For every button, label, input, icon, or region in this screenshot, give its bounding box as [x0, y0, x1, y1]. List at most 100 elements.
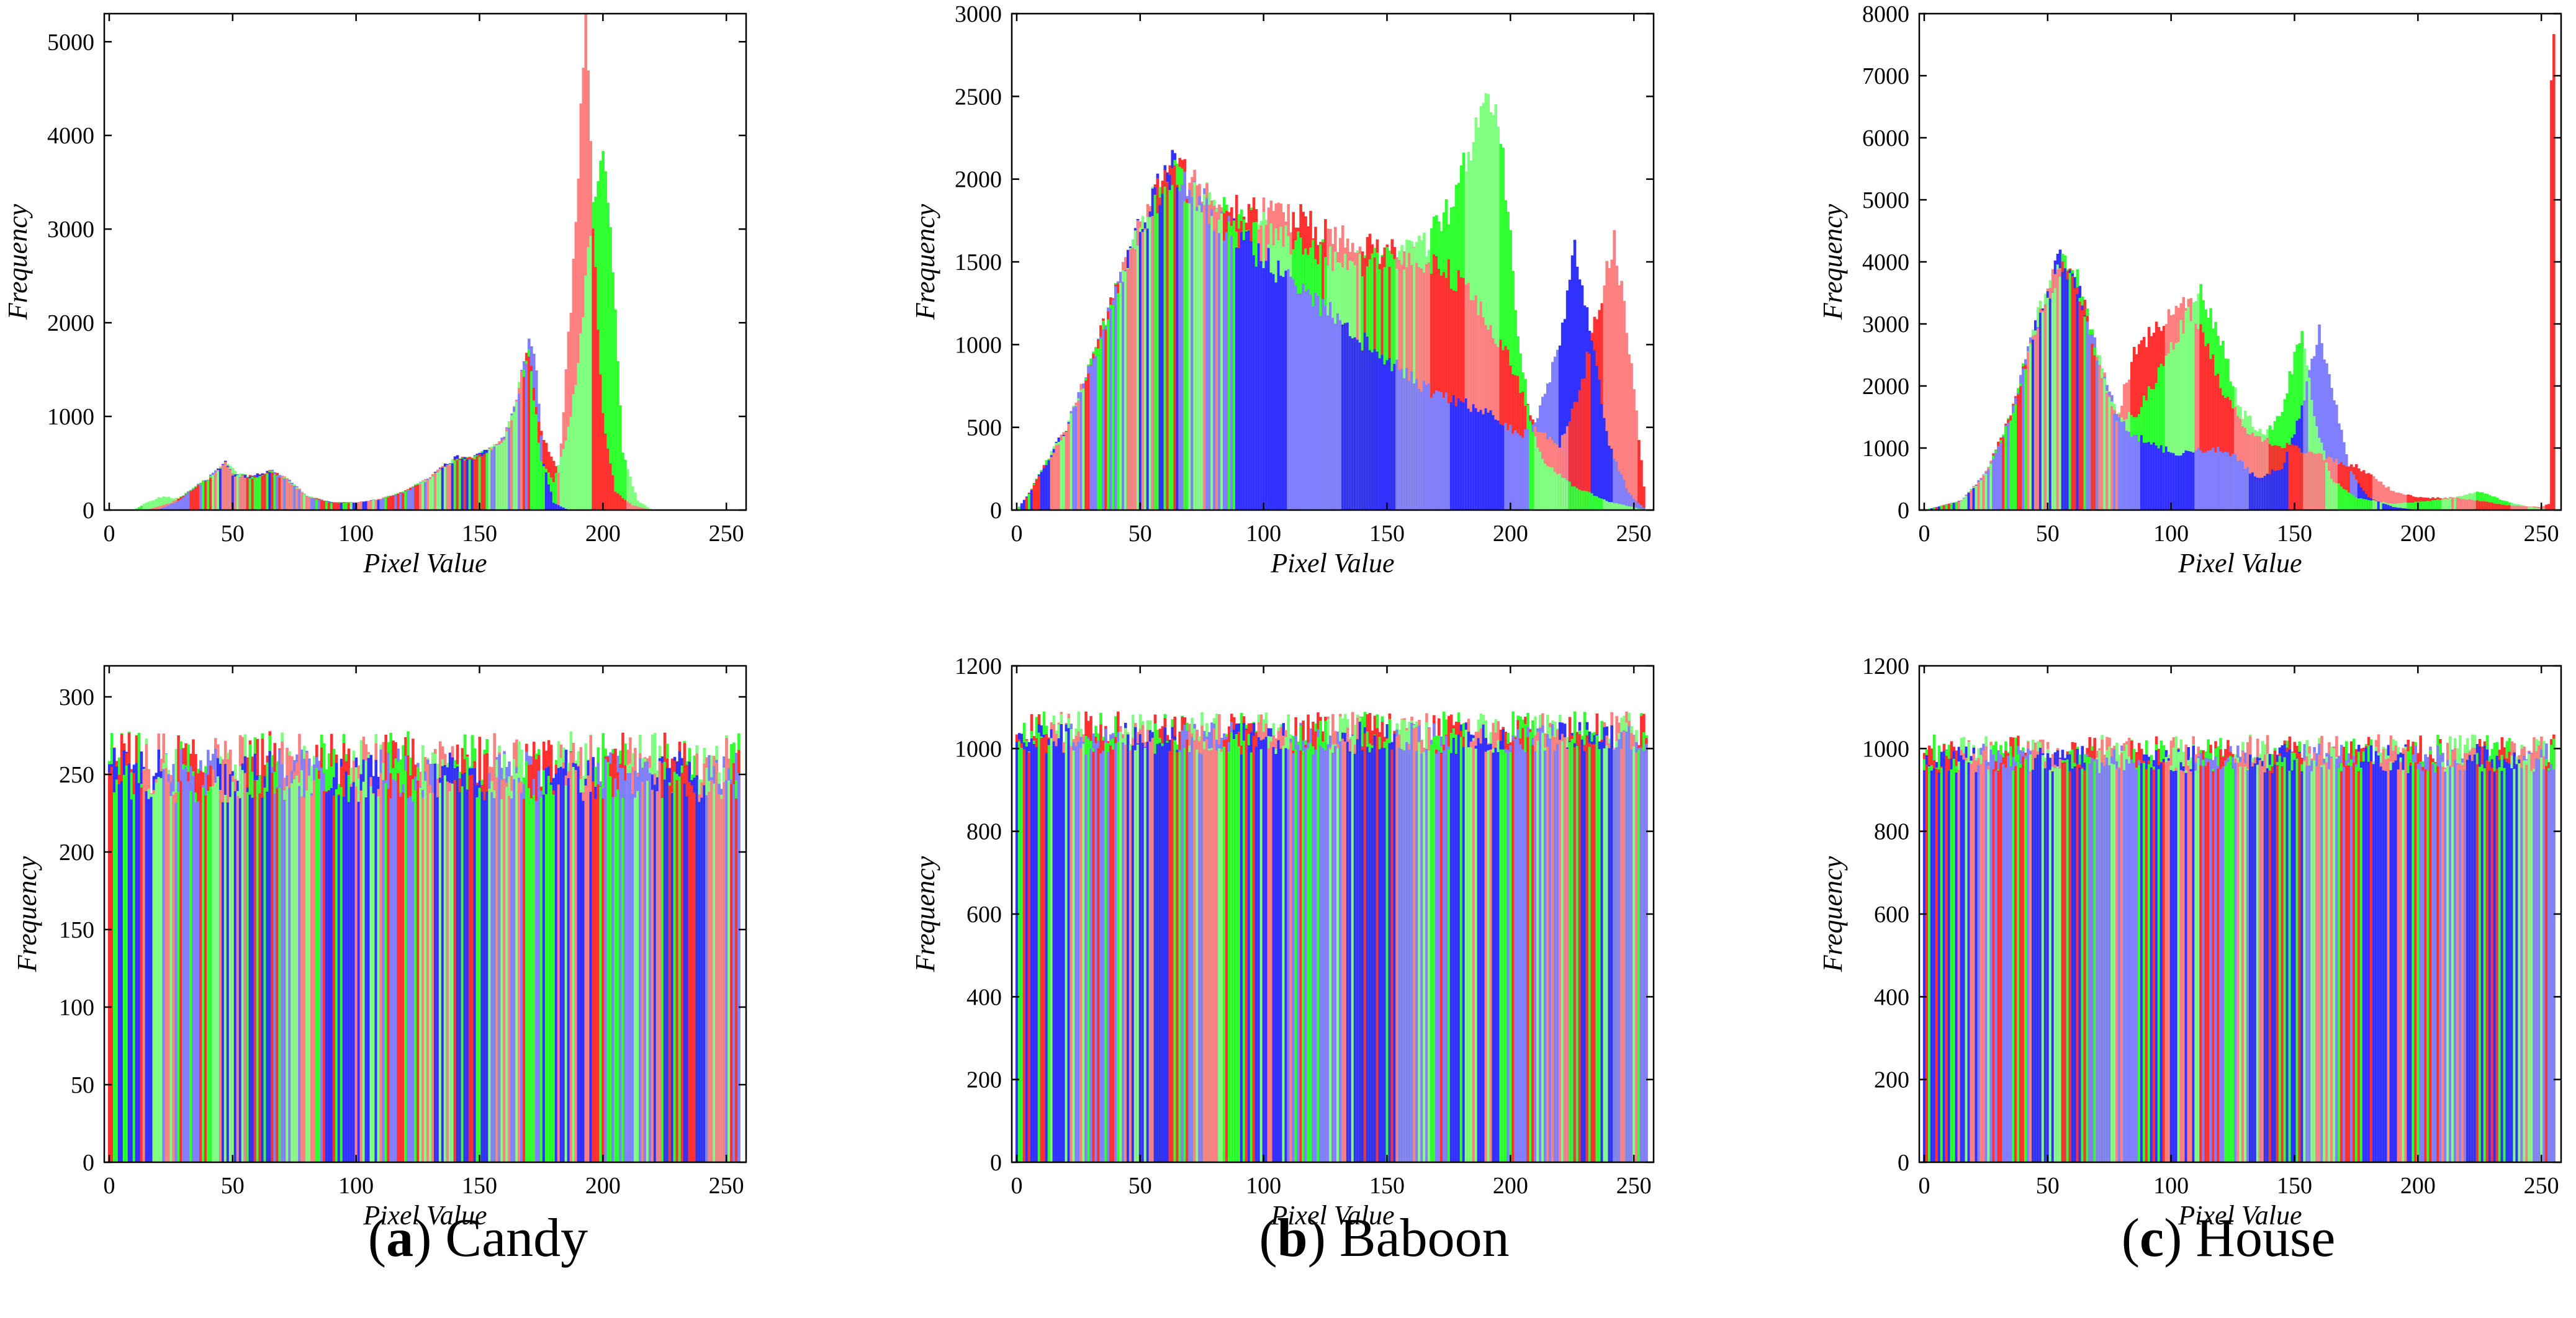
bar-green [1932, 508, 1936, 510]
bar-red [243, 773, 247, 1162]
bar-green [207, 480, 210, 510]
bar-red [2063, 762, 2067, 1162]
bar-blue [1331, 752, 1335, 1162]
bar-blue [1338, 741, 1342, 1162]
bar-green [503, 440, 506, 510]
bar-green [2357, 498, 2361, 510]
bar-blue [2071, 768, 2074, 1162]
bar-red [1176, 752, 1179, 1162]
bar-blue [424, 482, 427, 510]
x-axis-label: Pixel Value [2177, 1200, 2302, 1231]
bar-green [1536, 447, 1539, 510]
bar-green [1633, 746, 1636, 1162]
bar-green [2362, 499, 2366, 510]
bar-green [2364, 499, 2368, 510]
bar-blue [1444, 735, 1448, 1162]
y-tick-label: 600 [966, 902, 1002, 928]
bar-blue [1506, 429, 1510, 510]
bar-red [606, 449, 610, 510]
x-tick-label: 150 [2277, 1173, 2312, 1199]
bar-red [1079, 748, 1083, 1162]
bar-green [549, 784, 553, 1162]
bar-blue [1992, 459, 1995, 510]
bar-green [624, 459, 627, 510]
bar-green [505, 431, 508, 510]
bar-green [2174, 343, 2178, 510]
bar-red [1506, 349, 1510, 510]
bar-blue [320, 768, 323, 1162]
bar-red [1215, 212, 1218, 510]
bar-blue [283, 478, 286, 510]
bar-blue [177, 500, 180, 510]
y-tick-label: 2000 [47, 310, 94, 336]
bar-blue [1568, 279, 1572, 510]
bar-red [693, 792, 696, 1162]
bar-green [2058, 276, 2062, 510]
bar-red [1625, 333, 1628, 510]
bar-blue [2157, 448, 2161, 510]
bar-blue [2076, 294, 2079, 510]
x-tick-label: 50 [2036, 1173, 2060, 1199]
bar-green [1220, 751, 1223, 1162]
bar-red [226, 467, 230, 510]
y-axis-label: Frequency [910, 204, 940, 320]
bar-red [2475, 500, 2479, 510]
x-tick-label: 100 [2153, 521, 2189, 547]
bar-blue [2271, 773, 2274, 1162]
bar-red [204, 795, 207, 1162]
bar-red [327, 502, 331, 510]
bar-green [1975, 485, 1978, 510]
bar-red [2480, 501, 2484, 510]
bar-green [318, 779, 321, 1162]
bar-green [263, 787, 267, 1162]
bar-green [335, 789, 338, 1162]
bar-green [125, 765, 128, 1162]
bar-green [2518, 763, 2521, 1162]
bar-green [609, 776, 612, 1162]
bar-red [592, 781, 595, 1162]
bar-blue [1368, 350, 1372, 510]
bar-blue [1279, 276, 1283, 510]
bar-blue [2468, 755, 2472, 1162]
bar-red [1970, 490, 1973, 510]
bar-blue [466, 459, 469, 510]
bar-green [1613, 503, 1616, 510]
bar-blue [1972, 488, 1976, 510]
bar-red [1203, 749, 1206, 1162]
bar-green [648, 508, 652, 510]
bar-blue [187, 491, 190, 510]
bar-red [1055, 445, 1058, 510]
bar-red [2325, 762, 2328, 1162]
bar-red [263, 474, 267, 510]
bar-blue [1625, 731, 1628, 1162]
bar-red [2374, 478, 2378, 510]
bar-blue [1593, 350, 1596, 510]
bar-blue [1358, 722, 1362, 1162]
bar-green [639, 502, 642, 510]
bar-blue [1937, 772, 1941, 1162]
bar-blue [379, 499, 383, 510]
bar-blue [407, 798, 410, 1162]
bars-baboon-original [1017, 93, 1646, 511]
bar-red [715, 763, 718, 1162]
bar-blue [1353, 337, 1357, 510]
bar-red [204, 480, 207, 510]
bar-red [2348, 467, 2351, 510]
bar-blue [2103, 766, 2106, 1162]
bar-green [616, 789, 619, 1162]
bar-green [1565, 480, 1569, 510]
bar-blue [1055, 746, 1058, 1162]
bar-blue [2515, 764, 2519, 1162]
bar-blue [281, 764, 284, 1162]
chart-house-original: 0 50 100 150 200 2500100020003000400050006000… [1817, 1, 2562, 578]
bar-green [1302, 751, 1305, 1162]
bar-blue [629, 773, 632, 1162]
bar-green [515, 773, 518, 1162]
bar-red [2298, 447, 2302, 510]
bar-red [1027, 752, 1031, 1162]
bar-red [453, 779, 457, 1162]
bar-red [2382, 485, 2385, 510]
bar-red [1050, 457, 1053, 510]
bar-green [1329, 749, 1332, 1162]
bar-green [2283, 757, 2287, 1162]
